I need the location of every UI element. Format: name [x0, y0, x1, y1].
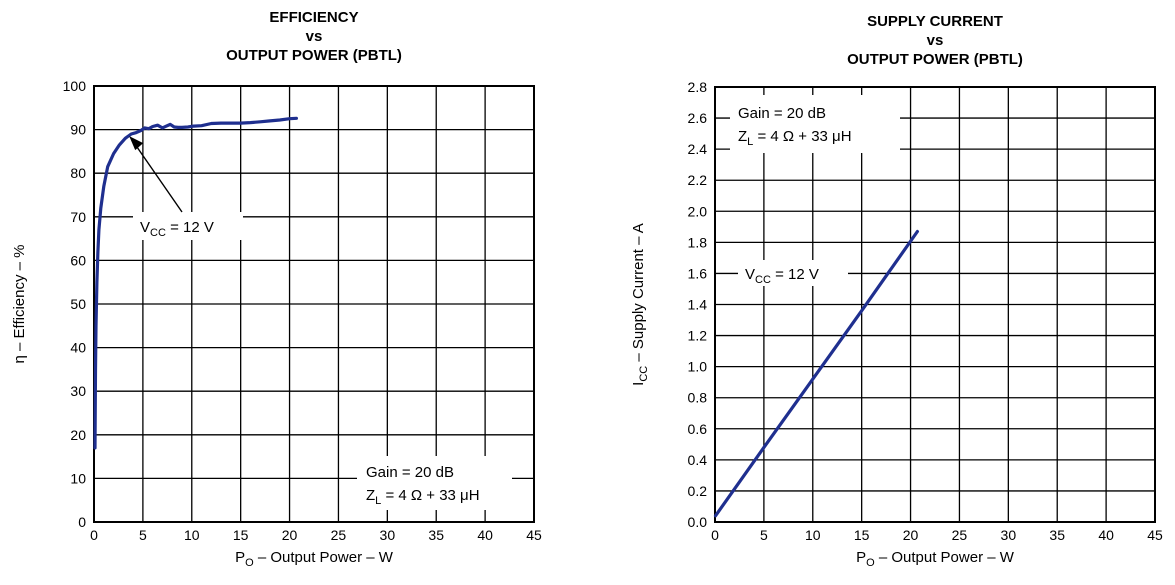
x-tick-label: 20 — [903, 527, 919, 543]
y-tick-label: 2.8 — [688, 79, 708, 95]
vcc-annotation: VCC = 12 V — [745, 266, 819, 286]
vcc-label-box — [738, 260, 848, 286]
efficiency-chart: 0 5 10 15 20 25 30 35 40 45 0 10 20 30 40 50 60 70 80 90 100… — [11, 78, 542, 569]
y-tick-label: 60 — [70, 252, 86, 268]
y-tick-label: 1.8 — [688, 234, 708, 250]
x-tick-label: 0 — [90, 527, 98, 543]
y-tick-label: 1.2 — [688, 328, 708, 344]
x-tick-label: 30 — [380, 527, 396, 543]
conditions-box — [730, 95, 900, 153]
supply-current-chart-panel: SUPPLY CURRENT vs OUTPUT POWER (PBTL) 0 5… — [588, 0, 1175, 585]
y-tick-label: 2.4 — [688, 141, 708, 157]
y-tick-label: 2.0 — [688, 203, 708, 219]
y-tick-label: 80 — [70, 165, 86, 181]
y-tick-label: 50 — [70, 296, 86, 312]
title-line-1: EFFICIENCY — [269, 9, 359, 26]
x-tick-label: 15 — [854, 527, 870, 543]
series-line — [93, 116, 298, 450]
vcc-label-box — [133, 212, 243, 240]
vcc-annotation: VCC = 12 V — [140, 219, 214, 239]
x-axis-label: PO – Output Power – W — [235, 549, 394, 569]
x-tick-label: 45 — [526, 527, 542, 543]
title-line-2: vs — [305, 28, 323, 45]
conditions-box — [357, 456, 512, 510]
title-line-1: SUPPLY CURRENT — [867, 13, 1003, 30]
x-tick-label: 20 — [282, 527, 298, 543]
vcc-arrow-line — [131, 139, 183, 213]
x-tick-label: 45 — [1147, 527, 1163, 543]
vcc-arrow-head — [129, 136, 144, 151]
y-tick-label: 0.2 — [688, 483, 708, 499]
x-tick-label: 10 — [184, 527, 200, 543]
x-tick-label: 40 — [1098, 527, 1114, 543]
x-tick-label: 30 — [1001, 527, 1017, 543]
zl-annotation: ZL = 4 Ω + 33 μH — [366, 487, 480, 507]
efficiency-chart-panel: EFFICIENCY vs OUTPUT POWER (PBTL) 0 5 10 15… — [0, 0, 587, 585]
chart-title: EFFICIENCY vs OUTPUT POWER (PBTL) — [94, 8, 534, 65]
x-tick-label: 0 — [711, 527, 719, 543]
x-tick-label: 5 — [760, 527, 768, 543]
y-tick-label: 2.6 — [688, 110, 708, 126]
y-tick-label: 0.4 — [688, 452, 708, 468]
x-tick-label: 10 — [805, 527, 821, 543]
x-axis-label: PO – Output Power – W — [856, 549, 1015, 569]
y-tick-label: 70 — [70, 209, 86, 225]
title-line-2: vs — [926, 32, 944, 49]
x-tick-label: 25 — [952, 527, 968, 543]
x-tick-label: 40 — [477, 527, 493, 543]
y-tick-label: 0 — [78, 514, 86, 530]
x-tick-label: 25 — [331, 527, 347, 543]
gain-annotation: Gain = 20 dB — [366, 464, 454, 481]
y-tick-label: 30 — [70, 383, 86, 399]
title-line-3: OUTPUT POWER (PBTL) — [226, 47, 402, 64]
y-axis-label: η – Efficiency – % — [11, 245, 28, 364]
x-tick-label: 15 — [233, 527, 249, 543]
x-tick-label: 5 — [139, 527, 147, 543]
title-line-3: OUTPUT POWER (PBTL) — [847, 51, 1023, 68]
y-axis-label: ICC – Supply Current – A — [630, 223, 650, 386]
x-tick-label: 35 — [428, 527, 444, 543]
y-tick-label: 1.6 — [688, 265, 708, 281]
y-tick-label: 40 — [70, 340, 86, 356]
gain-annotation: Gain = 20 dB — [738, 105, 826, 122]
x-tick-label: 35 — [1049, 527, 1065, 543]
y-tick-label: 10 — [70, 470, 86, 486]
y-tick-label: 100 — [63, 78, 87, 94]
y-tick-label: 1.0 — [688, 359, 708, 375]
supply-current-chart: 0 5 10 15 20 25 30 35 40 45 0.0 0.2 0.4 0.6 0.8 1.0 1.2 1… — [630, 79, 1163, 569]
y-tick-label: 0.0 — [688, 514, 708, 530]
plot-frame — [93, 85, 535, 523]
y-tick-label: 20 — [70, 427, 86, 443]
plot-frame — [714, 86, 1156, 523]
chart-title: SUPPLY CURRENT vs OUTPUT POWER (PBTL) — [715, 12, 1155, 69]
y-tick-label: 0.6 — [688, 421, 708, 437]
y-tick-label: 1.4 — [688, 297, 708, 313]
y-tick-label: 90 — [70, 122, 86, 138]
zl-annotation: ZL = 4 Ω + 33 μH — [738, 128, 852, 148]
y-tick-label: 0.8 — [688, 390, 708, 406]
y-tick-label: 2.2 — [688, 172, 708, 188]
